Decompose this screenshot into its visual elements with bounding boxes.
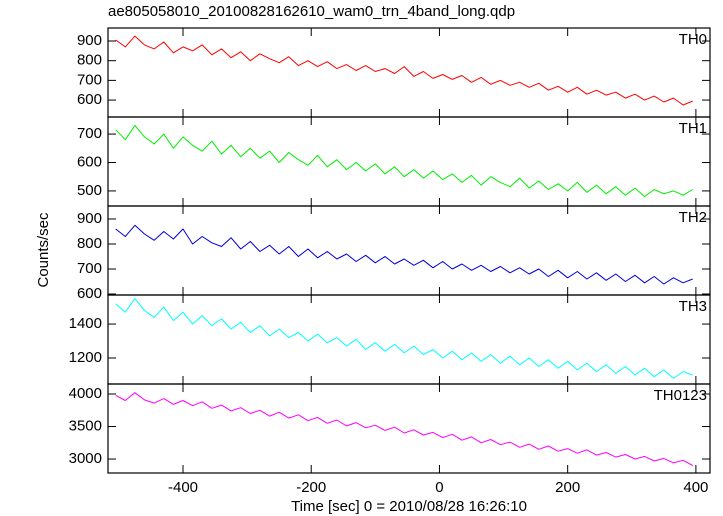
x-tick-label: -400 [168,479,198,496]
panel-frame [107,27,711,118]
data-line [115,125,693,198]
y-tick-label: 900 [77,32,102,49]
y-tick-label: 3500 [69,417,102,434]
y-tick-label: 600 [77,285,102,302]
y-tick-label: 4000 [69,385,102,402]
panel-label: TH0123 [654,387,707,404]
x-axis-label: Time [sec] 0 = 2010/08/28 16:26:10 [291,498,527,515]
x-tick-label: -200 [296,479,326,496]
y-tick-label: 700 [77,125,102,142]
data-line [115,224,693,285]
y-tick-label: 700 [77,260,102,277]
chart-title: ae805058010_20100828162610_wam0_trn_4ban… [108,3,515,20]
y-tick-label: 800 [77,235,102,252]
x-tick-label: 0 [435,479,443,496]
y-tick-label: 3000 [69,450,102,467]
panel-label: TH3 [679,298,707,315]
x-tick-label: 200 [555,479,580,496]
panel-label: TH2 [679,209,707,226]
data-line [115,35,693,106]
y-axis-label: Counts/sec [35,212,52,288]
y-tick-label: 600 [77,91,102,108]
panel-frame [107,205,711,296]
y-tick-label: 1200 [69,349,102,366]
panel-label: TH1 [679,120,707,137]
y-tick-label: 900 [77,210,102,227]
x-tick-label: 400 [683,479,708,496]
y-tick-label: 1400 [69,315,102,332]
data-line [115,298,693,379]
panel-label: TH0 [679,31,707,48]
y-tick-label: 500 [77,182,102,199]
y-tick-label: 700 [77,71,102,88]
y-tick-label: 600 [77,153,102,170]
panel-frame [107,116,711,207]
y-tick-label: 800 [77,52,102,69]
panel-frame [107,383,711,474]
data-line [115,392,693,466]
